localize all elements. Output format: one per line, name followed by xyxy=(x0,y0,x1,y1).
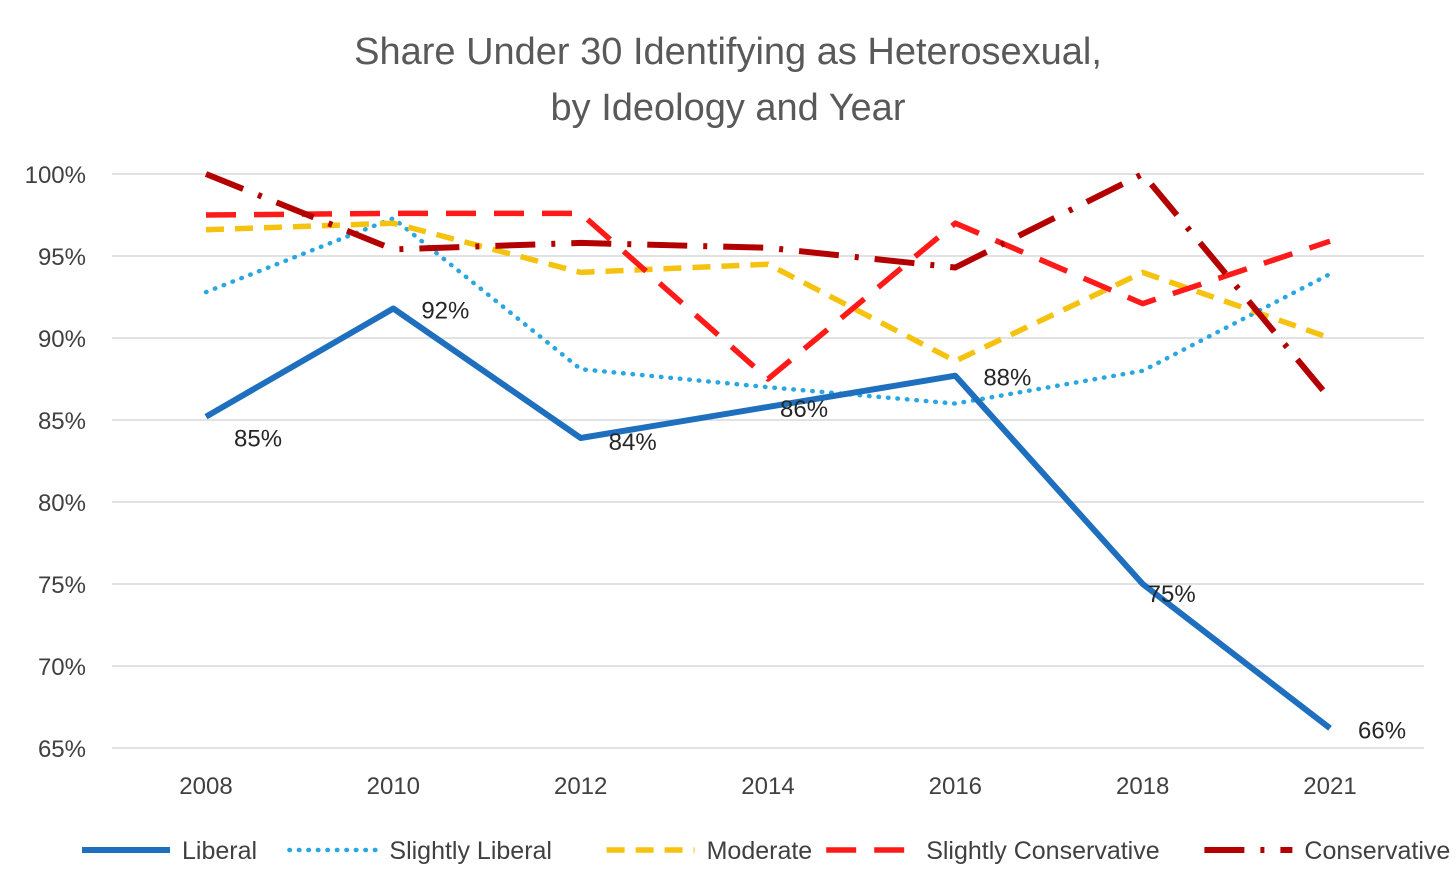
data-labels: 85% 92% 84% 86% 88% 75% 66% xyxy=(234,297,1406,744)
data-label: 85% xyxy=(234,426,282,453)
x-tick-label: 2008 xyxy=(179,773,232,800)
chart-title-line-2: by Ideology and Year xyxy=(551,87,906,129)
chart-title: Share Under 30 Identifying as Heterosexu… xyxy=(354,31,1102,129)
data-label: 92% xyxy=(421,297,469,324)
data-label: 84% xyxy=(609,429,657,456)
x-tick-label: 2012 xyxy=(554,773,607,800)
x-tick-label: 2014 xyxy=(741,773,794,800)
y-tick-label: 90% xyxy=(38,326,86,353)
series-line-conservative xyxy=(204,171,1333,401)
series-lines xyxy=(203,171,1333,731)
x-tick-label: 2016 xyxy=(929,773,982,800)
series-line-slightly-conservative xyxy=(205,210,1331,382)
data-label: 75% xyxy=(1148,581,1196,608)
gridlines xyxy=(112,173,1424,749)
y-tick-label: 100% xyxy=(25,162,86,189)
y-tick-label: 95% xyxy=(38,244,86,271)
legend-label: Liberal xyxy=(182,837,257,865)
legend-label: Slightly Conservative xyxy=(926,837,1159,865)
x-tick-label: 2021 xyxy=(1303,773,1356,800)
y-tick-label: 80% xyxy=(38,490,86,517)
legend-label: Slightly Liberal xyxy=(389,837,552,865)
chart-title-line-1: Share Under 30 Identifying as Heterosexu… xyxy=(354,31,1102,73)
series-line-liberal xyxy=(204,305,1332,731)
data-label: 66% xyxy=(1358,717,1406,744)
y-tick-label: 70% xyxy=(38,654,86,681)
y-tick-label: 65% xyxy=(38,736,86,763)
x-tick-label: 2018 xyxy=(1116,773,1169,800)
data-label: 86% xyxy=(780,396,828,423)
data-label: 88% xyxy=(983,365,1031,392)
legend: Liberal Slightly Liberal Moderate Slightly … xyxy=(82,837,1450,865)
y-tick-label: 85% xyxy=(38,408,86,435)
legend-label: Conservative xyxy=(1304,837,1450,865)
series-line-moderate xyxy=(205,220,1331,364)
x-tick-label: 2010 xyxy=(367,773,420,800)
series-line-slightly-liberal xyxy=(203,216,1333,406)
x-axis-ticks: 2008 2010 2012 2014 2016 2018 2021 xyxy=(179,773,1356,800)
y-tick-label: 75% xyxy=(38,572,86,599)
y-axis-ticks: 65% 70% 75% 80% 85% 90% 95% 100% xyxy=(25,162,86,763)
legend-label: Moderate xyxy=(707,837,813,865)
